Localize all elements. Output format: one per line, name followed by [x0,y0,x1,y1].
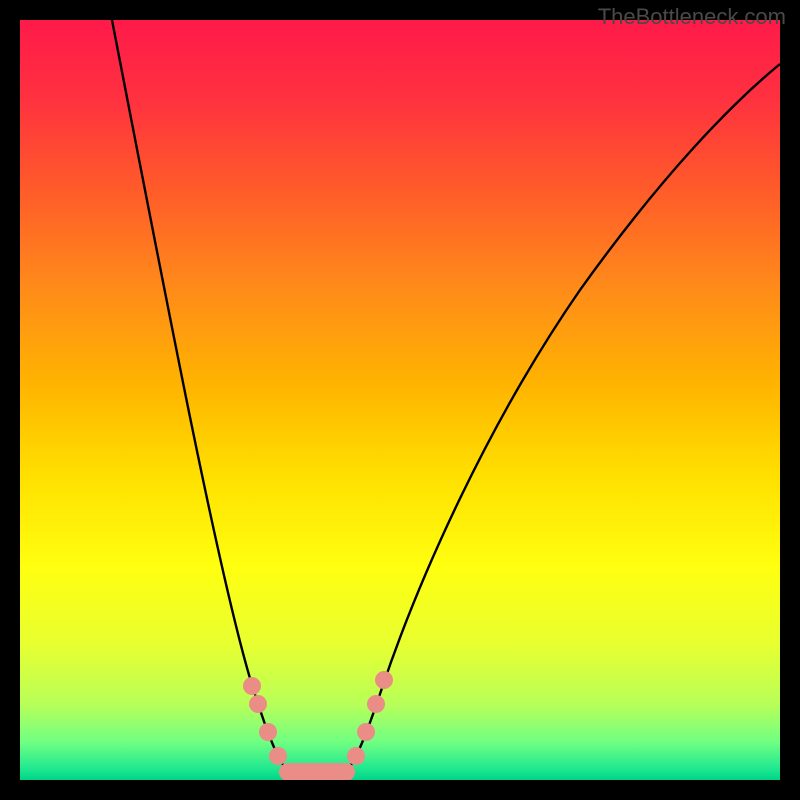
chart-svg [0,0,800,800]
marker-dot [259,723,277,741]
marker-dot [243,677,261,695]
marker-dot [357,723,375,741]
marker-dot [249,695,267,713]
marker-dot [347,747,365,765]
chart-frame: TheBottleneck.com [0,0,800,800]
marker-dot [375,671,393,689]
marker-dot [367,695,385,713]
watermark-text: TheBottleneck.com [598,4,786,30]
marker-dot [269,747,287,765]
